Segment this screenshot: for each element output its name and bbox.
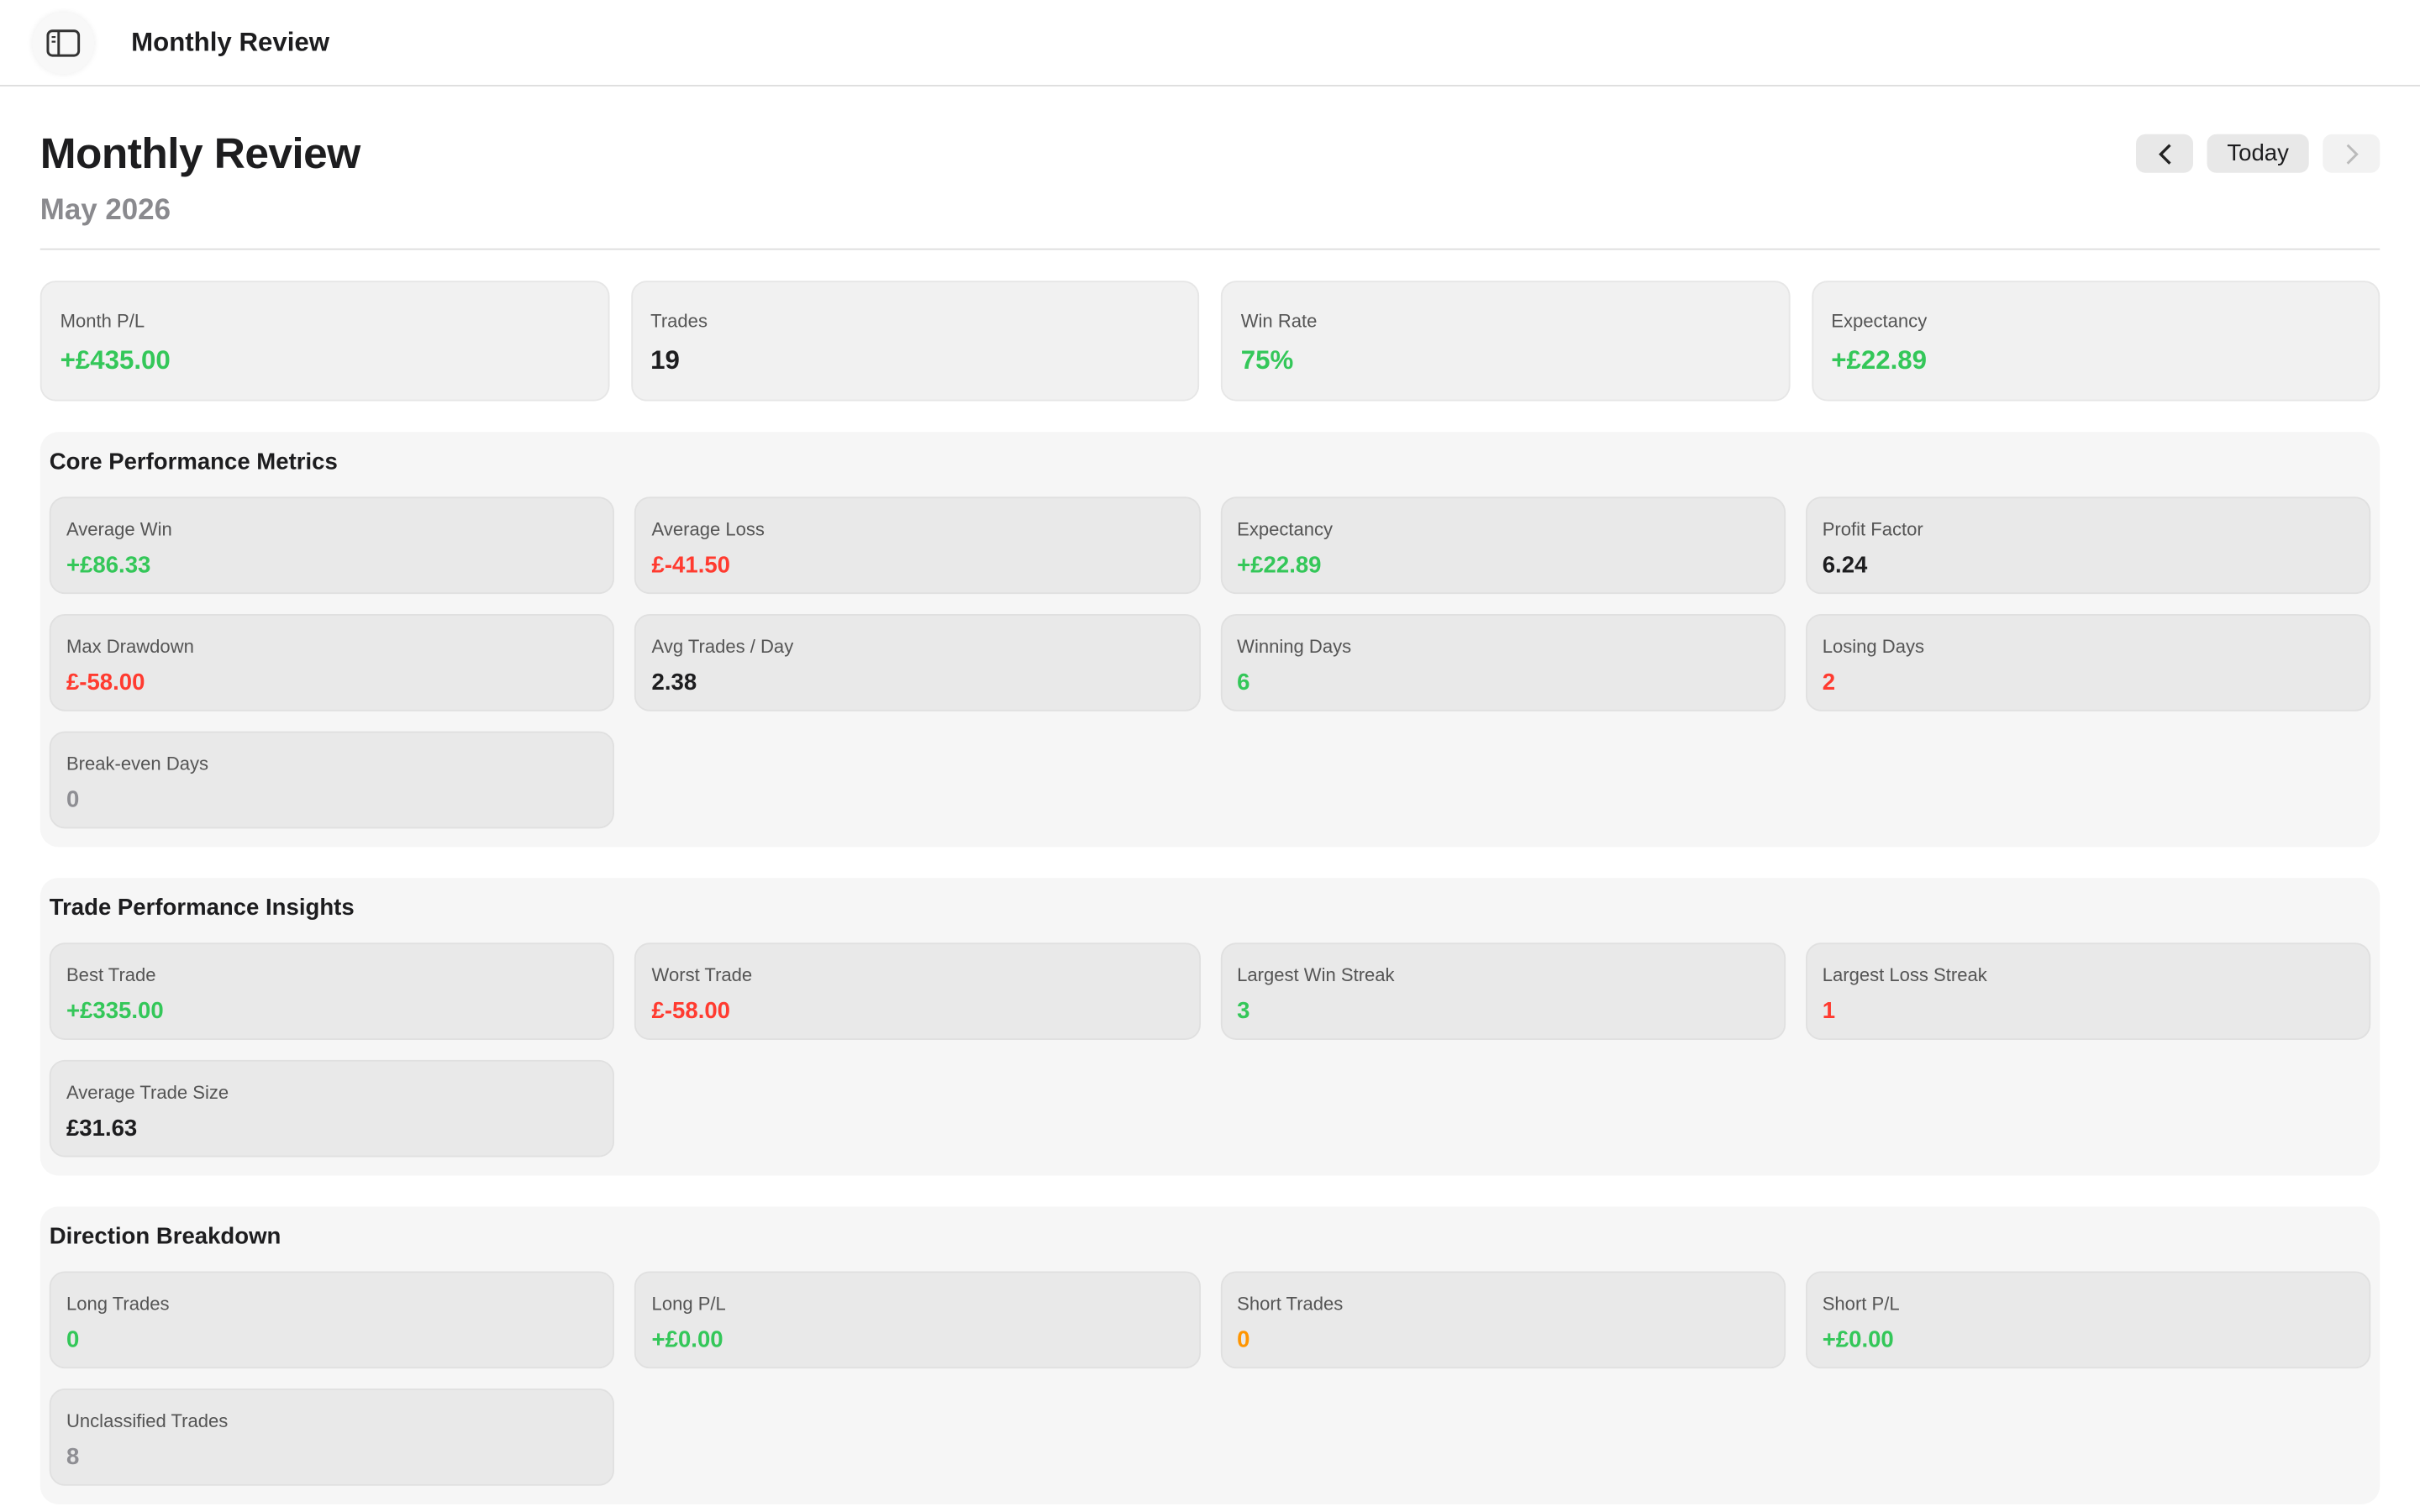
page-header: Monthly Review May 2026 Today	[39, 87, 2381, 250]
metric-card: Avg Trades / Day 2.38	[634, 614, 1201, 711]
today-button[interactable]: Today	[2207, 134, 2309, 173]
metric-card: Unclassified Trades 8	[49, 1389, 615, 1486]
metric-card: Average Win +£86.33	[49, 496, 615, 595]
metric-value: 3	[1237, 998, 1250, 1025]
main: Monthly Review May 2026 Today Month P/L +…	[0, 87, 2420, 1504]
metric-value: +£22.89	[1831, 345, 1928, 375]
metric-card: Short Trades 0	[1219, 1271, 1786, 1369]
metric-card: Best Trade +£335.00	[49, 942, 615, 1040]
metric-label: Max Drawdown	[66, 635, 194, 658]
metric-value: 2.38	[651, 669, 697, 696]
metric-label: Long P/L	[651, 1293, 726, 1315]
metric-label: Average Trade Size	[66, 1081, 229, 1104]
metric-label: Long Trades	[66, 1293, 170, 1315]
metric-card: Worst Trade £-58.00	[634, 942, 1201, 1040]
metric-card: Max Drawdown £-58.00	[49, 614, 615, 711]
summary-cards: Month P/L +£435.00 Trades 19 Win Rate 75% Expe…	[39, 281, 2381, 402]
metric-label: Largest Win Streak	[1237, 963, 1395, 986]
metric-value: 0	[66, 1326, 80, 1353]
metric-label: Losing Days	[1822, 635, 1925, 658]
metric-label: Break-even Days	[66, 753, 209, 775]
metric-section: Core Performance Metrics Average Win +£86.…	[39, 432, 2381, 848]
metric-card: Win Rate 75%	[1220, 281, 1790, 402]
metric-value: 6	[1237, 669, 1250, 696]
metric-label: Short P/L	[1822, 1293, 1900, 1315]
metric-card: Average Loss £-41.50	[634, 496, 1201, 595]
metric-label: Largest Loss Streak	[1822, 963, 1987, 986]
metric-value: +£335.00	[66, 998, 164, 1025]
window-title: Monthly Review	[131, 27, 330, 57]
metric-label: Avg Trades / Day	[651, 635, 794, 658]
sections: Core Performance Metrics Average Win +£86.…	[39, 432, 2381, 1504]
metric-label: Worst Trade	[651, 963, 753, 986]
section-title: Trade Performance Insights	[49, 895, 355, 921]
month-nav: Today	[2136, 134, 2381, 173]
metric-card: Short P/L +£0.00	[1805, 1271, 2371, 1369]
metric-value: 2	[1822, 669, 1836, 696]
metric-label: Profit Factor	[1822, 518, 1923, 540]
metric-value: 19	[650, 345, 680, 375]
metric-value: +£0.00	[651, 1326, 723, 1353]
sidebar-icon	[46, 29, 81, 56]
metric-value: 1	[1822, 998, 1836, 1025]
metric-card: Long Trades 0	[49, 1271, 615, 1369]
sidebar-toggle[interactable]	[32, 11, 95, 74]
metric-value: +£435.00	[60, 345, 171, 375]
page-title: Monthly Review	[39, 129, 360, 178]
chevron-left	[2158, 143, 2170, 164]
metric-label: Average Loss	[651, 518, 765, 540]
metric-value: £-41.50	[651, 552, 731, 579]
card-grid: Long Trades 0 Long P/L +£0.00 Short Trades 0 S…	[49, 1271, 2371, 1486]
metric-value: +£0.00	[1822, 1326, 1894, 1353]
metric-card: Winning Days 6	[1219, 614, 1786, 711]
metric-label: Best Trade	[66, 963, 156, 986]
metric-card: Break-even Days 0	[49, 731, 615, 829]
section-title: Core Performance Metrics	[49, 449, 338, 475]
metric-card: Largest Win Streak 3	[1219, 942, 1786, 1040]
card-grid: Average Win +£86.33 Average Loss £-41.50 Exp…	[49, 496, 2371, 829]
metric-label: Winning Days	[1237, 635, 1352, 658]
card-grid: Best Trade +£335.00 Worst Trade £-58.00 Larg…	[49, 942, 2371, 1158]
metric-label: Trades	[650, 310, 708, 332]
metric-label: Expectancy	[1237, 518, 1334, 540]
metric-label: Month P/L	[60, 310, 145, 332]
metric-label: Win Rate	[1240, 310, 1318, 332]
metric-value: 6.24	[1822, 552, 1868, 579]
metric-card: Losing Days 2	[1805, 614, 2371, 711]
metric-value: 8	[66, 1444, 80, 1471]
metric-value: 0	[66, 786, 80, 813]
metric-card: Average Trade Size £31.63	[49, 1059, 615, 1158]
section-title: Direction Breakdown	[49, 1223, 281, 1250]
metric-card: Expectancy +£22.89	[1811, 281, 2381, 402]
metric-label: Average Win	[66, 518, 172, 540]
metric-value: £31.63	[66, 1115, 138, 1142]
metric-value: +£86.33	[66, 552, 151, 579]
titles: Monthly Review May 2026	[40, 129, 360, 228]
metric-card: Trades 19	[630, 281, 1200, 402]
metric-label: Short Trades	[1237, 1293, 1344, 1315]
next-button[interactable]	[2323, 134, 2381, 173]
metric-card: Long P/L +£0.00	[634, 1271, 1201, 1369]
prev-button[interactable]	[2136, 134, 2194, 173]
chevron-right	[2345, 143, 2358, 164]
metric-value: +£22.89	[1237, 552, 1322, 579]
page-subtitle: May 2026	[39, 194, 171, 228]
top-bar: Monthly Review	[0, 0, 2420, 87]
metric-card: Largest Loss Streak 1	[1805, 942, 2371, 1040]
metric-label: Unclassified Trades	[66, 1410, 229, 1432]
metric-card: Profit Factor 6.24	[1805, 496, 2371, 595]
metric-card: Expectancy +£22.89	[1219, 496, 1786, 595]
metric-value: £-58.00	[651, 998, 731, 1025]
metric-card: Month P/L +£435.00	[39, 281, 609, 402]
metric-label: Expectancy	[1831, 310, 1928, 332]
metric-value: 75%	[1240, 345, 1294, 375]
metric-value: 0	[1237, 1326, 1250, 1353]
metric-section: Trade Performance Insights Best Trade +£33…	[39, 878, 2381, 1176]
metric-section: Direction Breakdown Long Trades 0 Long P/L +…	[39, 1206, 2381, 1504]
metric-value: £-58.00	[66, 669, 145, 696]
